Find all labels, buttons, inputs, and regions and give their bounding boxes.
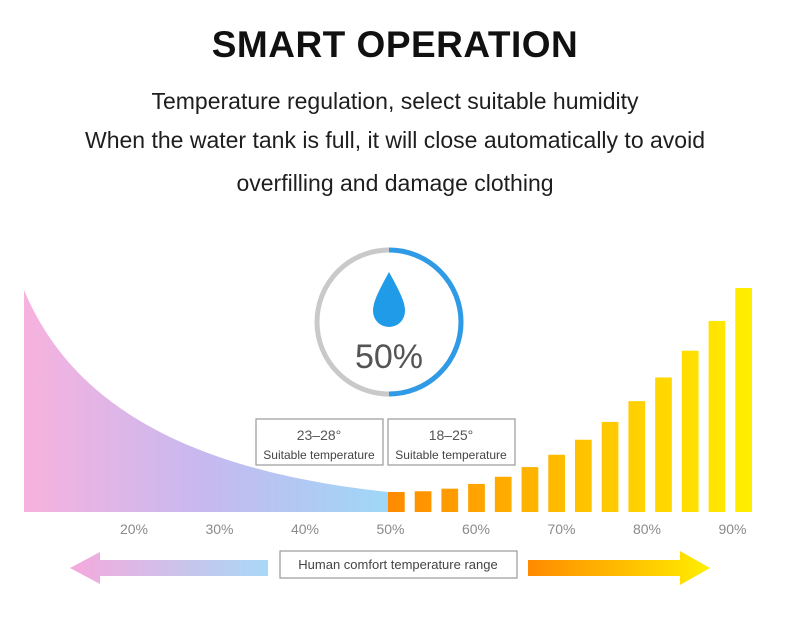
temperature-box-1: 23–28° Suitable temperature bbox=[255, 418, 384, 466]
humidity-bar bbox=[548, 454, 565, 512]
temperature-range-2: 18–25° bbox=[429, 427, 474, 443]
humidity-bar bbox=[708, 320, 726, 512]
range-label-box bbox=[279, 550, 518, 579]
humidity-gauge: 50% bbox=[314, 247, 464, 397]
humidity-bar bbox=[601, 421, 619, 512]
comfort-curve-area bbox=[24, 290, 388, 512]
axis-label: 80% bbox=[633, 521, 661, 537]
temperature-box-2: 18–25° Suitable temperature bbox=[387, 418, 516, 466]
humidity-bar bbox=[521, 467, 539, 512]
temperature-label-1: Suitable temperature bbox=[263, 448, 375, 462]
axis-label: 60% bbox=[462, 521, 490, 537]
axis-label: 70% bbox=[547, 521, 575, 537]
arrow-left-icon bbox=[70, 552, 268, 584]
axis-label: 40% bbox=[291, 521, 319, 537]
temperature-label-2: Suitable temperature bbox=[395, 448, 507, 462]
axis-label: 30% bbox=[205, 521, 233, 537]
humidity-bar bbox=[655, 377, 672, 512]
axis-label: 50% bbox=[376, 521, 404, 537]
humidity-bar bbox=[414, 491, 432, 512]
arrow-right-icon bbox=[528, 551, 710, 585]
humidity-bars bbox=[388, 288, 752, 512]
page-title: SMART OPERATION bbox=[211, 24, 579, 65]
humidity-bar bbox=[388, 492, 405, 512]
humidity-bar bbox=[441, 488, 459, 512]
axis-label: 20% bbox=[120, 521, 148, 537]
subtitle-line-3: overfilling and damage clothing bbox=[236, 170, 554, 196]
temperature-range-1: 23–28° bbox=[297, 427, 342, 443]
water-drop-icon bbox=[373, 272, 405, 327]
range-label: Human comfort temperature range bbox=[298, 557, 497, 572]
humidity-axis: 20% 30% 40% 50% 60% 70% 80% 90% bbox=[120, 521, 747, 537]
humidity-bar bbox=[468, 483, 485, 512]
gauge-value: 50% bbox=[355, 338, 423, 376]
humidity-bar bbox=[575, 439, 592, 512]
humidity-bar bbox=[628, 401, 646, 512]
gauge-level-arc bbox=[388, 247, 464, 397]
subtitle-line-1: Temperature regulation, select suitable … bbox=[151, 88, 639, 114]
humidity-bar bbox=[494, 476, 512, 512]
axis-label: 90% bbox=[718, 521, 746, 537]
subtitle-line-2: When the water tank is full, it will clo… bbox=[85, 127, 705, 153]
humidity-bar bbox=[735, 288, 752, 512]
humidity-bar bbox=[681, 350, 699, 512]
